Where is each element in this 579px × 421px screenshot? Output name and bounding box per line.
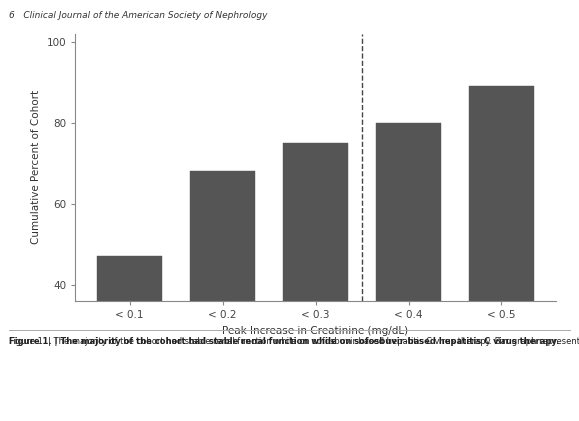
Bar	[283, 143, 348, 421]
Y-axis label: Cumulative Percent of Cohort: Cumulative Percent of Cohort	[31, 90, 41, 245]
Bar	[190, 171, 255, 421]
X-axis label: Peak Increase in Creatinine (mg/dL): Peak Increase in Creatinine (mg/dL)	[222, 325, 409, 336]
Text: Figure 1. | The majority of the cohort had stable renal function while on sofosb: Figure 1. | The majority of the cohort h…	[9, 337, 559, 346]
Text: Figure 1. | The majority of the cohort had stable renal function while on sofosb: Figure 1. | The majority of the cohort h…	[9, 337, 579, 346]
Bar	[376, 123, 441, 421]
Bar	[469, 86, 534, 421]
Text: 6   Clinical Journal of the American Society of Nephrology: 6 Clinical Journal of the American Socie…	[9, 11, 267, 19]
Bar	[97, 256, 162, 421]
